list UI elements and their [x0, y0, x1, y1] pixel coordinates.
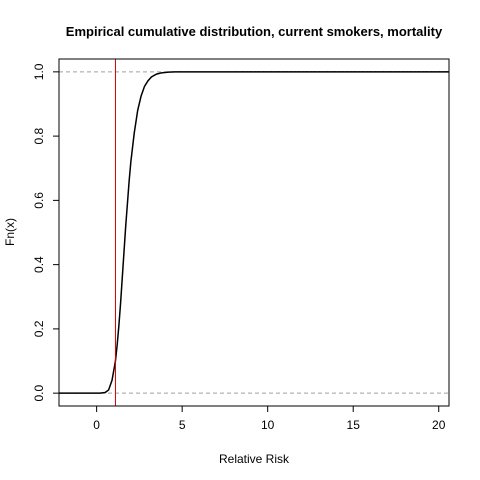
plot-area: 0 5 10 15 20 0.0 0.2 0.4 0.6 0.8 1.0: [32, 58, 450, 432]
y-tick-label: 1.0: [32, 63, 46, 80]
y-tick-label: 0.4: [32, 256, 46, 273]
y-tick-label: 0.8: [32, 127, 46, 144]
x-tick-label: 15: [347, 418, 361, 432]
y-axis-label: Fn(x): [3, 218, 17, 246]
x-tick-label: 0: [93, 418, 100, 432]
ecdf-curve: [59, 71, 449, 394]
y-tick-label: 0.2: [32, 320, 46, 337]
y-tick-label: 0.6: [32, 192, 46, 209]
y-tick-label: 0.0: [32, 384, 46, 401]
x-tick-label: 5: [179, 418, 186, 432]
x-axis-label: Relative Risk: [219, 452, 290, 466]
x-tick-label: 20: [432, 418, 446, 432]
x-tick-label: 10: [261, 418, 275, 432]
chart-title: Empirical cumulative distribution, curre…: [66, 24, 443, 39]
plot-frame: [58, 58, 450, 407]
